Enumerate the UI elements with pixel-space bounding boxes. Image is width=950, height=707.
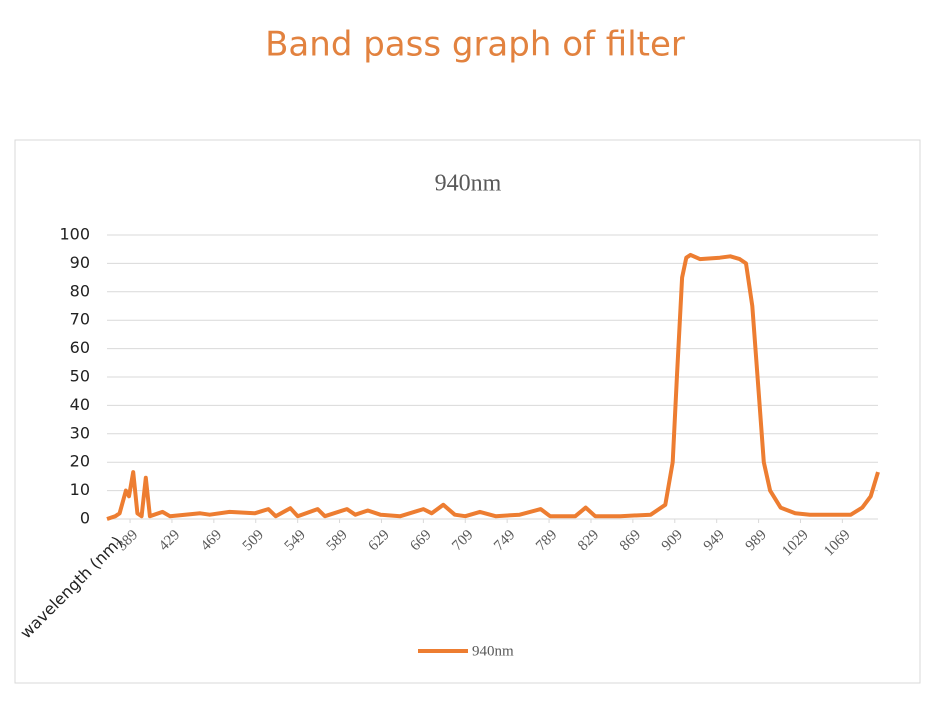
y-tick-label: 0	[80, 509, 90, 528]
y-tick-label: 90	[70, 253, 90, 272]
legend-label: 940nm	[472, 643, 514, 659]
page-title: Band pass graph of filter	[265, 25, 685, 65]
y-tick-label: 80	[70, 281, 90, 300]
y-tick-label: 70	[70, 310, 90, 329]
data-line	[106, 252, 880, 521]
y-tick-label: 30	[70, 423, 90, 442]
chart-frame	[14, 139, 921, 684]
y-tick-label: 50	[70, 367, 90, 386]
y-tick-label: 20	[70, 452, 90, 471]
y-tick-label: 100	[59, 225, 90, 244]
y-tick-label: 60	[70, 338, 90, 357]
y-tick-label: 40	[70, 395, 90, 414]
chart-title: 940nm	[435, 171, 502, 197]
y-tick-label: 10	[70, 480, 90, 499]
